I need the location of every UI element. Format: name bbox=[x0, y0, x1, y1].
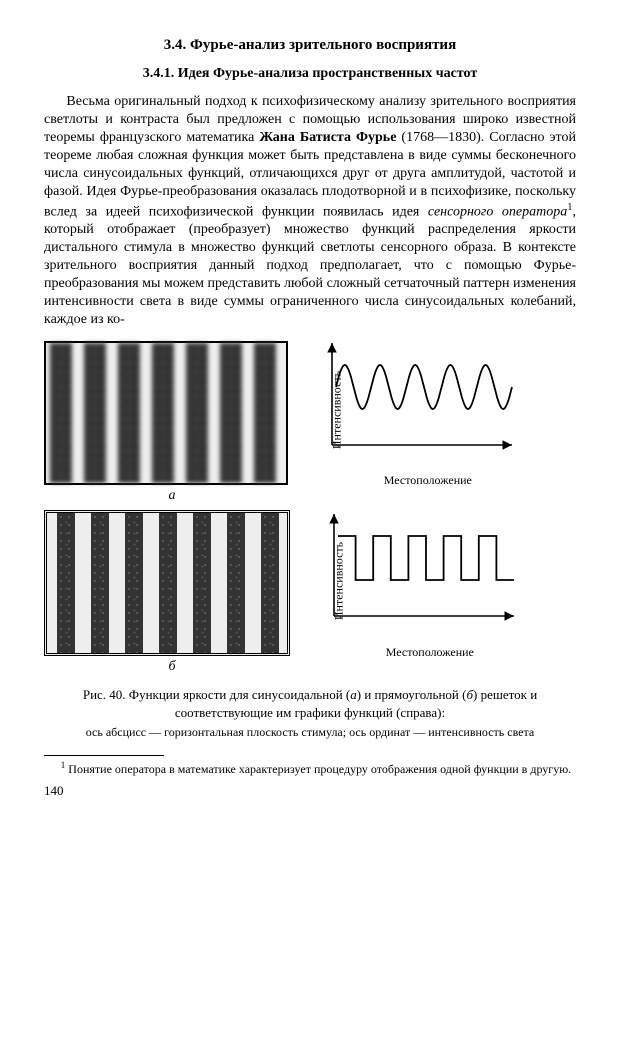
panel-letter-a: а bbox=[44, 487, 300, 505]
figure-row-a: Интенсивность Местоположение bbox=[44, 335, 576, 485]
grating-b bbox=[44, 510, 290, 656]
figure-caption: Рис. 40. Функции яркости для синусоидаль… bbox=[44, 686, 576, 721]
figure-subcaption: ось абсцисс — горизонтальная плоскость с… bbox=[44, 725, 576, 741]
chart-b-ylabel: Интенсивность bbox=[331, 542, 346, 620]
chart-b: Интенсивность Местоположение bbox=[306, 506, 536, 656]
chart-a: Интенсивность Местоположение bbox=[304, 335, 534, 485]
panel-letter-b: б bbox=[44, 658, 300, 676]
figure-row-b: Интенсивность Местоположение bbox=[44, 506, 576, 656]
grating-a bbox=[44, 341, 288, 485]
subsection-title: 3.4.1. Идея Фурье-анализа пространственн… bbox=[44, 65, 576, 83]
chart-a-ylabel: Интенсивность bbox=[329, 370, 344, 448]
chart-a-xlabel: Местоположение bbox=[384, 473, 472, 488]
footnote-rule bbox=[44, 755, 164, 756]
section-title: 3.4. Фурье-анализ зрительного восприятия bbox=[44, 36, 576, 55]
footnote: 1 Понятие оператора в математике характе… bbox=[44, 760, 576, 777]
paragraph: Весьма оригинальный подход к психофизиче… bbox=[44, 93, 576, 328]
chart-b-xlabel: Местоположение bbox=[386, 645, 474, 660]
page-number: 140 bbox=[44, 783, 576, 800]
